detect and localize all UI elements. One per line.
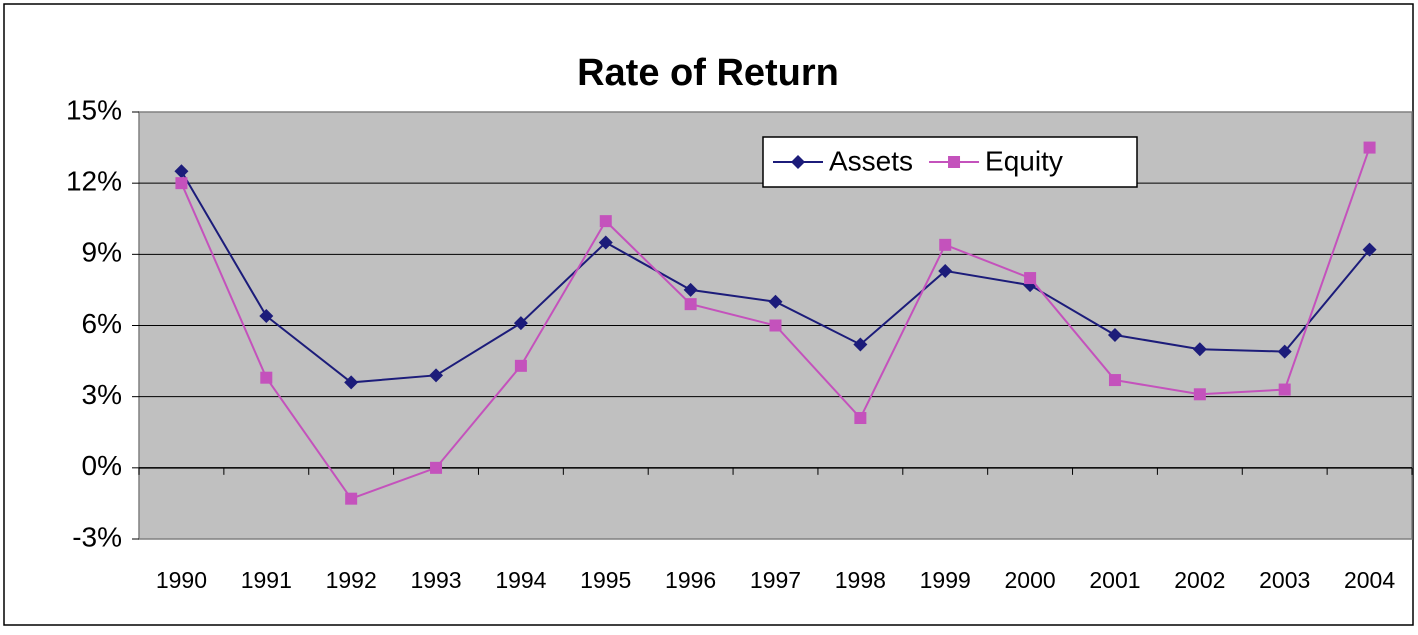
marker (598, 235, 613, 250)
marker (948, 156, 961, 168)
x-tick-label: 1990 (156, 567, 207, 593)
x-tick-label: 1998 (835, 567, 886, 593)
marker (429, 368, 444, 383)
marker (684, 298, 697, 311)
marker (939, 238, 952, 251)
x-tick-label: 2004 (1344, 567, 1395, 593)
x-tick-label: 1992 (326, 567, 377, 593)
chart-title: Rate of Return (577, 52, 839, 94)
marker (938, 263, 953, 278)
y-tick-label: 6% (82, 308, 122, 339)
y-tick-label: 3% (82, 379, 122, 410)
marker (345, 492, 358, 505)
x-tick-label: 1999 (920, 567, 971, 593)
x-tick-label: 1994 (495, 567, 546, 593)
y-tick-label: 12% (66, 166, 122, 197)
legend-label: Equity (985, 145, 1063, 176)
x-tick-label: 1997 (750, 567, 801, 593)
x-tick-label: 1993 (410, 567, 461, 593)
marker (344, 375, 359, 390)
marker (768, 294, 783, 309)
x-tick-label: 1991 (241, 567, 292, 593)
marker (430, 461, 443, 474)
marker (1024, 272, 1037, 285)
marker (853, 337, 868, 352)
marker (174, 164, 189, 179)
marker (1107, 327, 1122, 342)
x-tick-label: 2003 (1259, 567, 1310, 593)
marker (791, 155, 805, 169)
marker (1193, 388, 1206, 401)
marker (769, 319, 782, 332)
marker (175, 177, 188, 190)
y-tick-label: 0% (82, 450, 122, 481)
marker (260, 371, 273, 384)
y-tick-label: -3% (72, 521, 122, 552)
y-tick-label: 9% (82, 237, 122, 268)
marker (599, 215, 612, 228)
marker (514, 359, 527, 372)
marker (1278, 383, 1291, 396)
marker (259, 309, 274, 324)
marker (1363, 141, 1376, 154)
legend-label: Assets (829, 145, 913, 176)
marker (854, 412, 867, 425)
marker (1277, 344, 1292, 359)
x-tick-label: 2001 (1089, 567, 1140, 593)
x-tick-label: 1995 (580, 567, 631, 593)
x-tick-label: 2002 (1174, 567, 1225, 593)
marker (683, 282, 698, 297)
y-tick-label: 15% (66, 94, 122, 125)
marker (1362, 242, 1377, 257)
marker (1192, 342, 1207, 357)
marker (1108, 374, 1121, 387)
marker (513, 316, 528, 331)
x-tick-label: 1996 (665, 567, 716, 593)
x-tick-label: 2000 (1005, 567, 1056, 593)
